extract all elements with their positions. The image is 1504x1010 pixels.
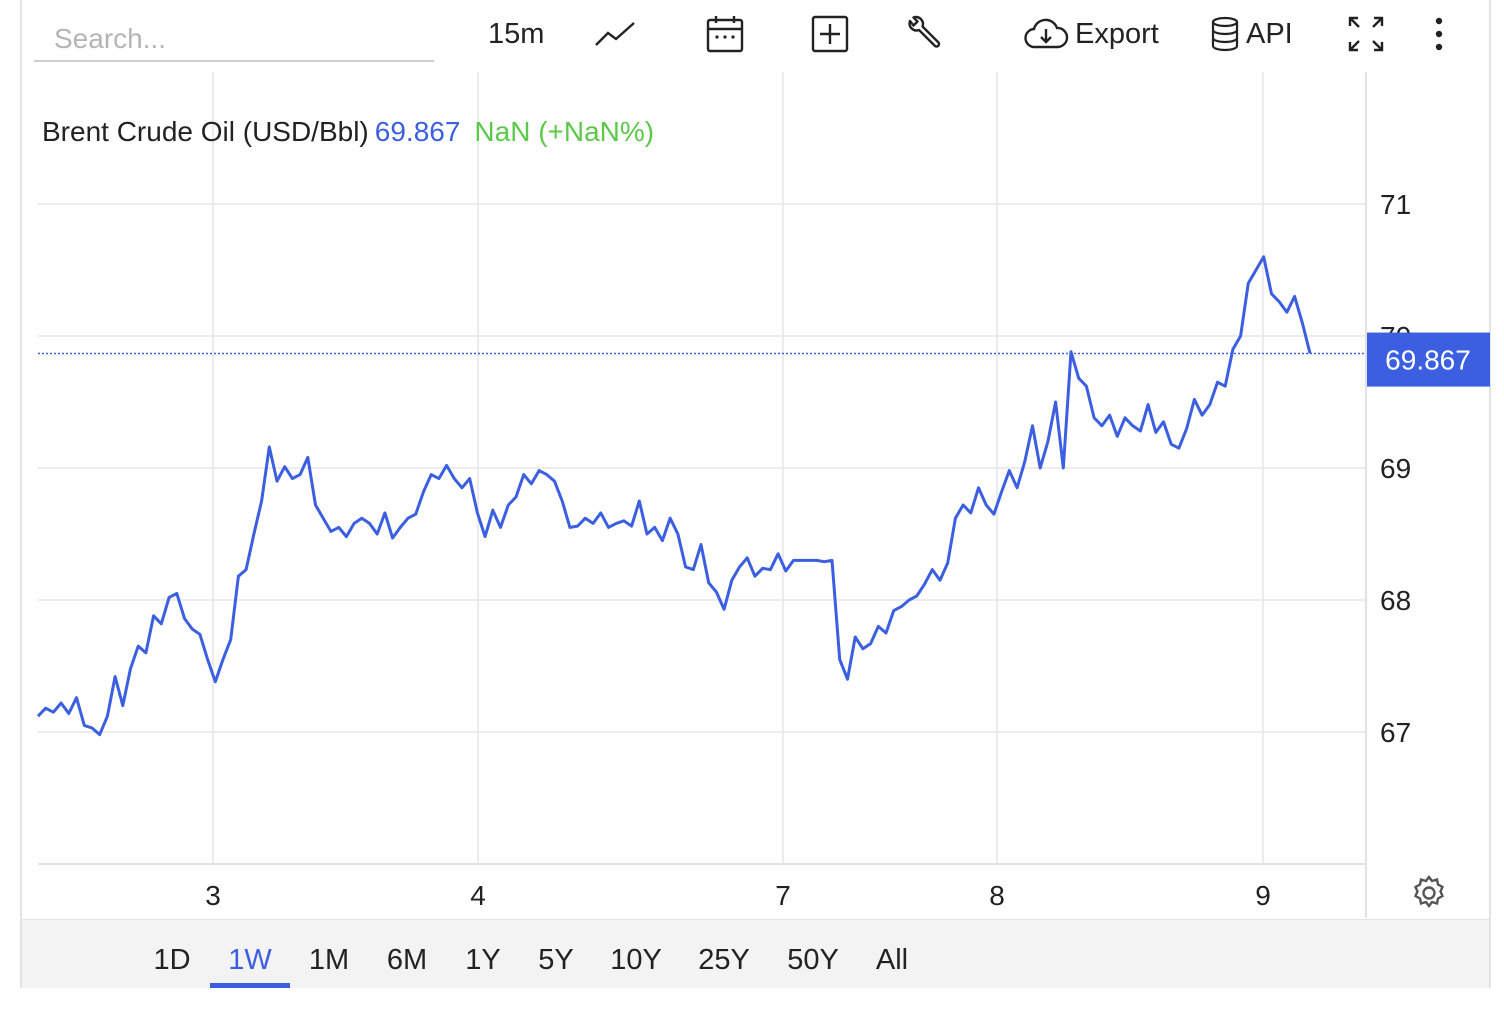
x-tick-label: 4 — [470, 880, 486, 911]
range-selector-bar — [22, 919, 1489, 988]
chart-legend: Brent Crude Oil (USD/Bbl) 69.867 NaN (+NaN… — [42, 116, 654, 148]
line-chart-icon[interactable] — [594, 12, 636, 56]
range-all[interactable]: All — [875, 944, 909, 976]
range-1w[interactable]: 1W — [228, 944, 272, 976]
y-tick-label: 69 — [1380, 453, 1411, 484]
add-box-icon[interactable] — [811, 12, 849, 56]
legend-name: Brent Crude Oil (USD/Bbl) — [42, 116, 369, 147]
x-tick-label: 7 — [775, 880, 791, 911]
range-1m[interactable]: 1M — [308, 944, 350, 976]
legend-value: 69.867 — [374, 116, 461, 147]
calendar-icon[interactable] — [706, 12, 744, 56]
range-25y[interactable]: 25Y — [698, 944, 750, 976]
interval-selector[interactable]: 15m — [488, 12, 544, 56]
range-50y[interactable]: 50Y — [787, 944, 839, 976]
export-button[interactable]: Export — [1023, 12, 1159, 56]
price-line — [36, 255, 1312, 737]
api-button[interactable]: API — [1210, 12, 1293, 56]
y-tick-label: 68 — [1380, 585, 1411, 616]
fullscreen-icon[interactable] — [1346, 12, 1386, 56]
y-tick-label: 71 — [1380, 189, 1411, 220]
x-tick-label: 3 — [205, 880, 221, 911]
range-6m[interactable]: 6M — [386, 944, 428, 976]
database-icon — [1210, 16, 1240, 52]
x-tick-label: 8 — [989, 880, 1005, 911]
cloud-download-icon — [1023, 17, 1069, 51]
search-input[interactable] — [34, 18, 434, 62]
legend-change: NaN (+NaN%) — [474, 116, 655, 147]
range-1y[interactable]: 1Y — [465, 944, 501, 976]
x-tick-label: 9 — [1255, 880, 1271, 911]
range-10y[interactable]: 10Y — [610, 944, 662, 976]
more-vertical-icon[interactable] — [1430, 12, 1448, 56]
last-value-box — [1367, 332, 1490, 387]
toolbar: 15m Export API — [0, 0, 1504, 70]
active-range-underline — [210, 983, 290, 988]
y-tick-label: 67 — [1380, 717, 1411, 748]
wrench-icon[interactable] — [904, 12, 942, 56]
export-label: Export — [1075, 17, 1159, 50]
last-value-label: 69.867 — [1385, 345, 1471, 376]
range-1d[interactable]: 1D — [153, 944, 191, 976]
api-label: API — [1246, 17, 1293, 50]
interval-label: 15m — [488, 17, 545, 50]
range-5y[interactable]: 5Y — [538, 944, 574, 976]
gear-icon[interactable] — [1410, 874, 1448, 912]
